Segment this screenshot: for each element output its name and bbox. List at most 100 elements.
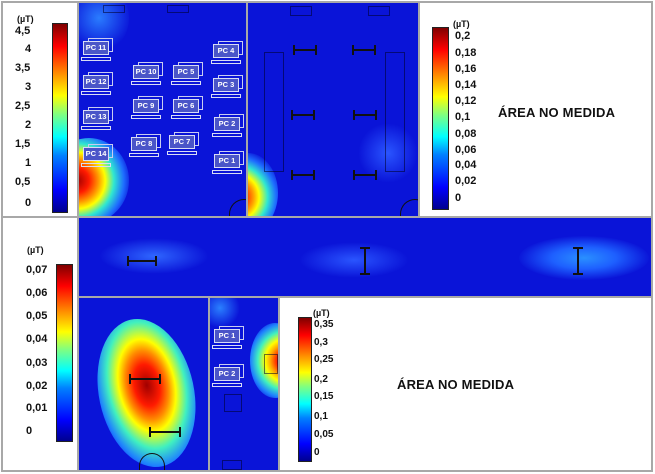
colorbar-tick: 0,01 [26,402,48,414]
colorbar-unit: (µT) [27,245,44,255]
colorbar-tick: 0,03 [26,357,48,369]
colorbar-tick: 0,04 [455,159,477,171]
measurement-marker-icon [127,256,157,266]
colorbar-tick: 1,5 [15,138,31,150]
computer-icon: PC 7 [167,132,199,157]
colorbar-tick: 3,5 [15,62,31,74]
computer-icon: PC 1 [212,151,244,176]
computer-icon: PC 9 [131,96,163,121]
computer-icon: PC 2 [212,364,244,389]
measurement-marker-icon [149,427,181,437]
computer-icon: PC 13 [81,107,113,132]
measurement-marker-icon [352,45,376,55]
colorbar-panel-room-pcs: (µT) 4,5 4 3,5 3 2,5 2 1,5 1 0,5 0 [1,1,80,218]
door-arc [400,199,418,216]
desk [224,394,242,412]
colorbar-tick: 4,5 [15,25,31,37]
measurement-marker-icon [360,247,370,275]
colorbar-panel-corridor: (µT) 0,07 0,06 0,05 0,04 0,03 0,02 0,01 … [1,216,80,472]
colorbar-tick: 0,25 [314,354,334,365]
colorbar-tick: 0,02 [455,175,477,187]
measurement-marker-icon [129,374,161,384]
colorbar-tick: 2,5 [15,100,31,112]
computer-icon: PC 1 [212,326,244,351]
not-measured-label: ÁREA NO MEDIDA [397,377,515,392]
desk [103,5,125,13]
computer-icon: PC 10 [131,62,163,87]
desk-column [385,52,405,172]
colorbar-unit: (µT) [17,14,34,24]
computer-icon: PC 3 [211,75,243,100]
colorbar-tick: 0,5 [15,176,31,188]
colorbar-tick: 0,14 [455,79,477,91]
colorbar-tick: 0,05 [26,310,48,322]
colorbar-tick: 0,1 [455,111,471,123]
measurement-marker-icon [291,110,315,120]
heat-glow [99,238,209,274]
desk [167,5,189,13]
colorbar-tick: 1 [25,157,32,169]
desk [222,460,242,470]
computer-icon: PC 4 [211,41,243,66]
measurement-marker-icon [291,170,315,180]
heatmap-small-room: PC 1 PC 2 [208,296,280,472]
desk-column [264,52,284,172]
colorbar-tick: 0 [455,192,462,204]
colorbar-tick: 2 [25,119,32,131]
colorbar-tick: 0,35 [314,319,334,330]
colorbar-tick: 0 [314,447,320,458]
colorbar-tick: 0,18 [455,47,477,59]
colorbar-tick: 0,12 [455,95,477,107]
colorbar-tick: 0,15 [314,391,334,402]
heat-glow [358,123,418,183]
colorbar-tick: 3 [25,81,32,93]
desk [290,6,312,16]
door-arc [229,199,246,216]
colorbar-tick: 4 [25,43,32,55]
panel-not-measured-bottom: (µT) 0,35 0,3 0,25 0,2 0,15 0,1 0,05 0 Á… [278,296,653,472]
colorbar-tick: 0,1 [314,411,328,422]
not-measured-label: ÁREA NO MEDIDA [498,105,616,120]
door-arc [139,453,165,470]
measurement-marker-icon [353,110,377,120]
heat-hotspot [84,309,208,470]
computer-icon: PC 6 [171,96,203,121]
colorbar-tick: 0,06 [455,144,477,156]
colorbar-tick: 0 [25,197,32,209]
colorbar-tick: 0,04 [26,333,48,345]
colorbar-tick: 0,08 [455,128,477,140]
computer-icon: PC 12 [81,72,113,97]
computer-icon: PC 2 [212,114,244,139]
colorbar-room-desks [432,27,449,210]
colorbar-tick: 0,2 [455,30,471,42]
colorbar-tick: 0,05 [314,429,334,440]
computer-icon: PC 14 [81,144,113,169]
measurement-marker-icon [573,247,583,275]
colorbar-tick: 0 [26,425,33,437]
colorbar-tick: 0,3 [314,337,328,348]
measurement-marker-icon [353,170,377,180]
desk [368,6,390,16]
heatmap-room-desks [246,1,420,218]
colorbar-small-room [298,317,312,462]
heat-glow [299,242,409,278]
colorbar-tick: 0,06 [26,287,48,299]
colorbar-unit: (µT) [453,19,470,29]
heat-glow [210,298,240,328]
measurement-marker-icon [293,45,317,55]
colorbar-tick: 0,16 [455,63,477,75]
heatmap-corridor [77,216,653,298]
heat-glow [519,236,649,280]
colorbar-room-pcs [52,23,68,213]
heatmap-room-pcs: PC 11 PC 12 PC 13 PC 14 PC 10 PC 9 PC 8 … [77,1,248,218]
colorbar-unit: (µT) [313,308,330,318]
computer-icon: PC 5 [171,62,203,87]
colorbar-tick: 0,2 [314,374,328,385]
computer-icon: PC 11 [81,38,113,63]
heatmap-area-left [77,296,210,472]
colorbar-tick: 0,02 [26,380,48,392]
computer-icon: PC 8 [129,134,161,159]
desk [264,354,278,374]
colorbar-corridor [56,264,73,442]
panel-not-measured-top: (µT) 0,2 0,18 0,16 0,14 0,12 0,1 0,08 0,… [418,1,653,218]
